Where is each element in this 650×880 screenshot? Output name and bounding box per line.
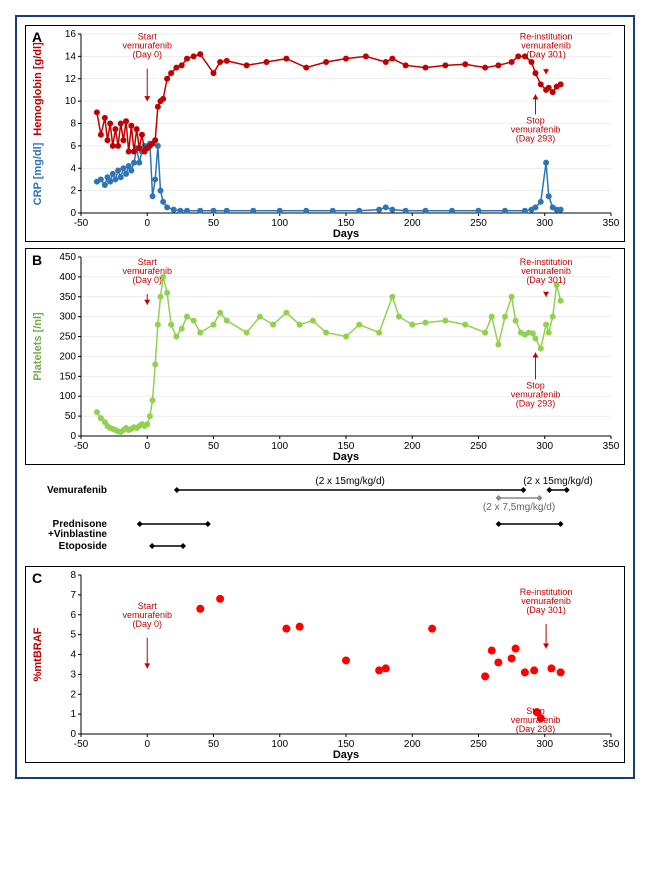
panel-a-label: A — [32, 29, 42, 45]
svg-text:4: 4 — [70, 650, 76, 661]
svg-text:350: 350 — [603, 739, 620, 750]
svg-text:200: 200 — [404, 441, 421, 452]
svg-text:Vemurafenib: Vemurafenib — [47, 485, 107, 496]
figure-frame: A 0246810121416-50050100150200250300350D… — [15, 15, 635, 779]
svg-text:-50: -50 — [74, 218, 89, 229]
svg-text:350: 350 — [603, 441, 620, 452]
svg-text:100: 100 — [271, 441, 288, 452]
svg-text:50: 50 — [208, 218, 220, 229]
svg-text:3: 3 — [70, 669, 76, 680]
svg-text:2: 2 — [70, 186, 76, 197]
svg-text:CRP [mg/dl]: CRP [mg/dl] — [32, 142, 44, 205]
svg-text:Etoposide: Etoposide — [59, 541, 108, 552]
svg-text:Days: Days — [333, 228, 359, 240]
svg-text:100: 100 — [271, 218, 288, 229]
svg-text:8: 8 — [70, 570, 76, 581]
svg-text:(Day 301): (Day 301) — [526, 50, 566, 60]
svg-text:100: 100 — [59, 391, 76, 402]
svg-text:6: 6 — [70, 141, 76, 152]
panel-a-chart: 0246810121416-50050100150200250300350Day… — [26, 26, 626, 241]
svg-text:(2 x 15mg/kg/d): (2 x 15mg/kg/d) — [523, 476, 592, 487]
timeline-chart: Vemurafenib (2 x 15mg/kg/d) (2 x 7,5mg/kg/… — [25, 471, 625, 566]
svg-text:200: 200 — [59, 351, 76, 362]
svg-text:(Day 301): (Day 301) — [526, 275, 566, 285]
svg-text:+Vinblastine: +Vinblastine — [48, 529, 107, 540]
svg-text:%mtBRAF: %mtBRAF — [32, 627, 44, 681]
svg-text:150: 150 — [59, 371, 76, 382]
svg-text:1: 1 — [70, 709, 76, 720]
svg-text:Days: Days — [333, 451, 359, 463]
svg-text:Platelets [/nl]: Platelets [/nl] — [32, 312, 44, 381]
svg-text:12: 12 — [65, 74, 77, 85]
panel-c: C 012345678-50050100150200250300350Days%… — [25, 566, 625, 763]
svg-text:7: 7 — [70, 590, 76, 601]
svg-text:(Day 301): (Day 301) — [526, 605, 566, 615]
timeline-block: Vemurafenib (2 x 15mg/kg/d) (2 x 7,5mg/kg/… — [25, 471, 625, 566]
svg-text:350: 350 — [603, 218, 620, 229]
svg-text:0: 0 — [144, 739, 150, 750]
svg-text:(Day 293): (Day 293) — [516, 398, 556, 408]
svg-text:(Day 0): (Day 0) — [132, 619, 162, 629]
panel-a: A 0246810121416-50050100150200250300350D… — [25, 25, 625, 242]
svg-text:10: 10 — [65, 96, 77, 107]
svg-text:-50: -50 — [74, 441, 89, 452]
svg-text:4: 4 — [70, 163, 76, 174]
svg-text:300: 300 — [536, 441, 553, 452]
svg-text:(2 x 15mg/kg/d): (2 x 15mg/kg/d) — [315, 476, 384, 487]
svg-text:250: 250 — [59, 332, 76, 343]
svg-text:250: 250 — [470, 218, 487, 229]
svg-text:350: 350 — [59, 292, 76, 303]
svg-text:14: 14 — [65, 51, 77, 62]
svg-text:(Day 293): (Day 293) — [516, 134, 556, 144]
panel-b-chart: 050100150200250300350400450-500501001502… — [26, 249, 626, 464]
svg-text:-50: -50 — [74, 739, 89, 750]
svg-text:8: 8 — [70, 119, 76, 130]
svg-text:50: 50 — [208, 441, 220, 452]
svg-text:300: 300 — [536, 739, 553, 750]
panel-c-label: C — [32, 570, 42, 586]
svg-text:(Day 0): (Day 0) — [132, 50, 162, 60]
svg-text:Hemoglobin [g/dl]: Hemoglobin [g/dl] — [32, 42, 44, 136]
svg-text:16: 16 — [65, 29, 77, 40]
svg-text:50: 50 — [208, 739, 220, 750]
panel-b: B 050100150200250300350400450-5005010015… — [25, 248, 625, 465]
svg-text:(Day 293): (Day 293) — [516, 724, 556, 734]
svg-text:250: 250 — [470, 739, 487, 750]
svg-text:450: 450 — [59, 252, 76, 263]
svg-text:300: 300 — [536, 218, 553, 229]
svg-text:400: 400 — [59, 272, 76, 283]
svg-text:200: 200 — [404, 218, 421, 229]
svg-text:0: 0 — [144, 441, 150, 452]
svg-text:(2 x 7,5mg/kg/d): (2 x 7,5mg/kg/d) — [483, 502, 555, 513]
svg-text:300: 300 — [59, 312, 76, 323]
svg-text:5: 5 — [70, 630, 76, 641]
svg-text:200: 200 — [404, 739, 421, 750]
panel-b-label: B — [32, 252, 42, 268]
svg-text:Days: Days — [333, 749, 359, 761]
svg-text:6: 6 — [70, 610, 76, 621]
panel-c-chart: 012345678-50050100150200250300350Days%mt… — [26, 567, 626, 762]
svg-text:50: 50 — [65, 411, 77, 422]
svg-text:250: 250 — [470, 441, 487, 452]
svg-text:2: 2 — [70, 689, 76, 700]
svg-text:100: 100 — [271, 739, 288, 750]
svg-text:(Day 0): (Day 0) — [132, 275, 162, 285]
svg-text:0: 0 — [144, 218, 150, 229]
